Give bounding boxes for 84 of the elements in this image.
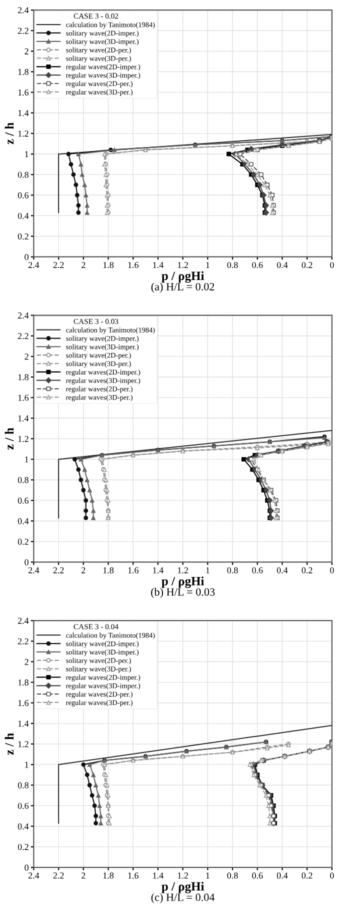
x-tick-label: 1.2	[178, 262, 188, 268]
x-tick-label: 2	[82, 262, 86, 268]
y-axis-title: z / h	[4, 122, 14, 144]
x-tick-label: 1.4	[153, 872, 164, 879]
x-tick-label: 1.8	[103, 567, 114, 574]
x-tick-label: 0.8	[227, 567, 238, 574]
x-tick-label: 0	[330, 567, 334, 574]
x-tick-label: 0.4	[276, 567, 288, 574]
x-tick-label: 0	[330, 872, 334, 879]
x-tick-label: 1	[206, 262, 210, 268]
y-tick-label: 0.2	[18, 844, 28, 850]
x-tick-label: 1.8	[103, 872, 114, 879]
text: (b) H/L = 0.03	[151, 588, 215, 598]
text: (c) H/L = 0.04	[151, 893, 215, 904]
y-tick-label: 0	[24, 864, 28, 871]
y-tick-label: 0	[24, 559, 28, 566]
x-tick-label: 1.8	[103, 262, 114, 268]
x-tick-label: 0.6	[252, 262, 263, 268]
x-tick-label: 0.4	[276, 262, 288, 268]
x-tick-label: 2.2	[53, 262, 64, 268]
x-tick-label: 0.2	[302, 567, 312, 574]
y-tick-label: 0.2	[18, 538, 28, 545]
x-tick-label: 2	[82, 872, 86, 879]
x-tick-label: 1.6	[128, 872, 138, 879]
y-tick-label: 0	[24, 254, 28, 260]
y-tick-label: 2.2	[18, 28, 28, 34]
y-tick-label: 1	[25, 151, 28, 158]
x-tick-label: 1	[206, 567, 210, 574]
x-tick-label: 2.2	[53, 872, 64, 879]
y-tick-label: 2.4	[18, 312, 29, 319]
x-tick-label: 0.2	[302, 262, 312, 268]
y-tick-label: 2.4	[18, 7, 29, 14]
y-tick-label: 0.8	[18, 782, 28, 788]
y-tick-label: 2.2	[18, 333, 28, 340]
y-tick-label: 1.8	[18, 374, 28, 380]
y-tick-label: 1.2	[18, 130, 28, 137]
x-tick-label: 0.8	[227, 872, 238, 879]
y-tick-label: 1.2	[18, 436, 28, 442]
x-tick-label: 0	[330, 262, 334, 268]
x-axis-title: p / ρgHi	[162, 576, 204, 588]
y-tick-label: 1.6	[18, 89, 29, 96]
x-tick-label: 0.4	[276, 872, 288, 879]
y-tick-label: 0.6	[18, 802, 29, 809]
text: (a) H/L = 0.02	[151, 282, 214, 293]
y-tick-label: 0.6	[18, 192, 29, 198]
x-tick-label: 1.6	[128, 567, 138, 574]
y-tick-label: 1.4	[18, 415, 29, 422]
y-tick-label: 1.2	[18, 741, 28, 748]
x-tick-label: 1	[206, 872, 210, 879]
y-tick-label: 1.4	[18, 110, 29, 116]
x-tick-label: 0.8	[227, 262, 238, 268]
y-tick-label: 0.8	[18, 172, 28, 178]
y-tick-label: 1.8	[18, 68, 28, 76]
y-axis-title: z / h	[4, 428, 14, 450]
y-tick-label: 0.2	[18, 233, 28, 240]
x-tick-label: 2	[82, 567, 86, 574]
y-tick-label: 2	[24, 354, 28, 360]
x-axis-title: p / ρgHi	[162, 882, 204, 894]
y-tick-label: 1	[25, 456, 28, 462]
x-tick-label: 1.6	[128, 262, 138, 268]
y-tick-label: 1.6	[18, 700, 29, 706]
y-tick-label: 1.4	[18, 720, 29, 727]
x-tick-label: 1.4	[153, 567, 164, 574]
x-tick-label: 1.2	[178, 567, 188, 574]
y-axis-title: z / h	[4, 733, 14, 755]
x-tick-label: 0.6	[252, 567, 263, 574]
y-tick-label: 2.4	[18, 618, 29, 624]
y-tick-label: 0.6	[18, 498, 29, 504]
y-tick-label: 0.4	[18, 518, 29, 524]
y-tick-label: 2	[24, 658, 28, 665]
y-tick-label: 0.4	[18, 823, 29, 830]
x-tick-label: 1.4	[153, 262, 164, 268]
x-axis-title: p / ρgHi	[162, 271, 204, 283]
x-tick-label: 2.2	[53, 567, 64, 574]
y-tick-label: 2	[24, 48, 28, 54]
y-tick-label: 0.4	[18, 212, 29, 219]
x-tick-label: 1.2	[178, 872, 188, 879]
y-tick-label: 1.8	[18, 679, 28, 686]
x-tick-label: 0.6	[252, 872, 263, 879]
y-tick-label: 2.2	[18, 638, 28, 644]
y-tick-label: 0.8	[18, 476, 28, 484]
x-tick-label: 0.2	[302, 872, 312, 879]
y-tick-label: 1	[25, 762, 28, 768]
y-tick-label: 1.6	[18, 394, 29, 401]
